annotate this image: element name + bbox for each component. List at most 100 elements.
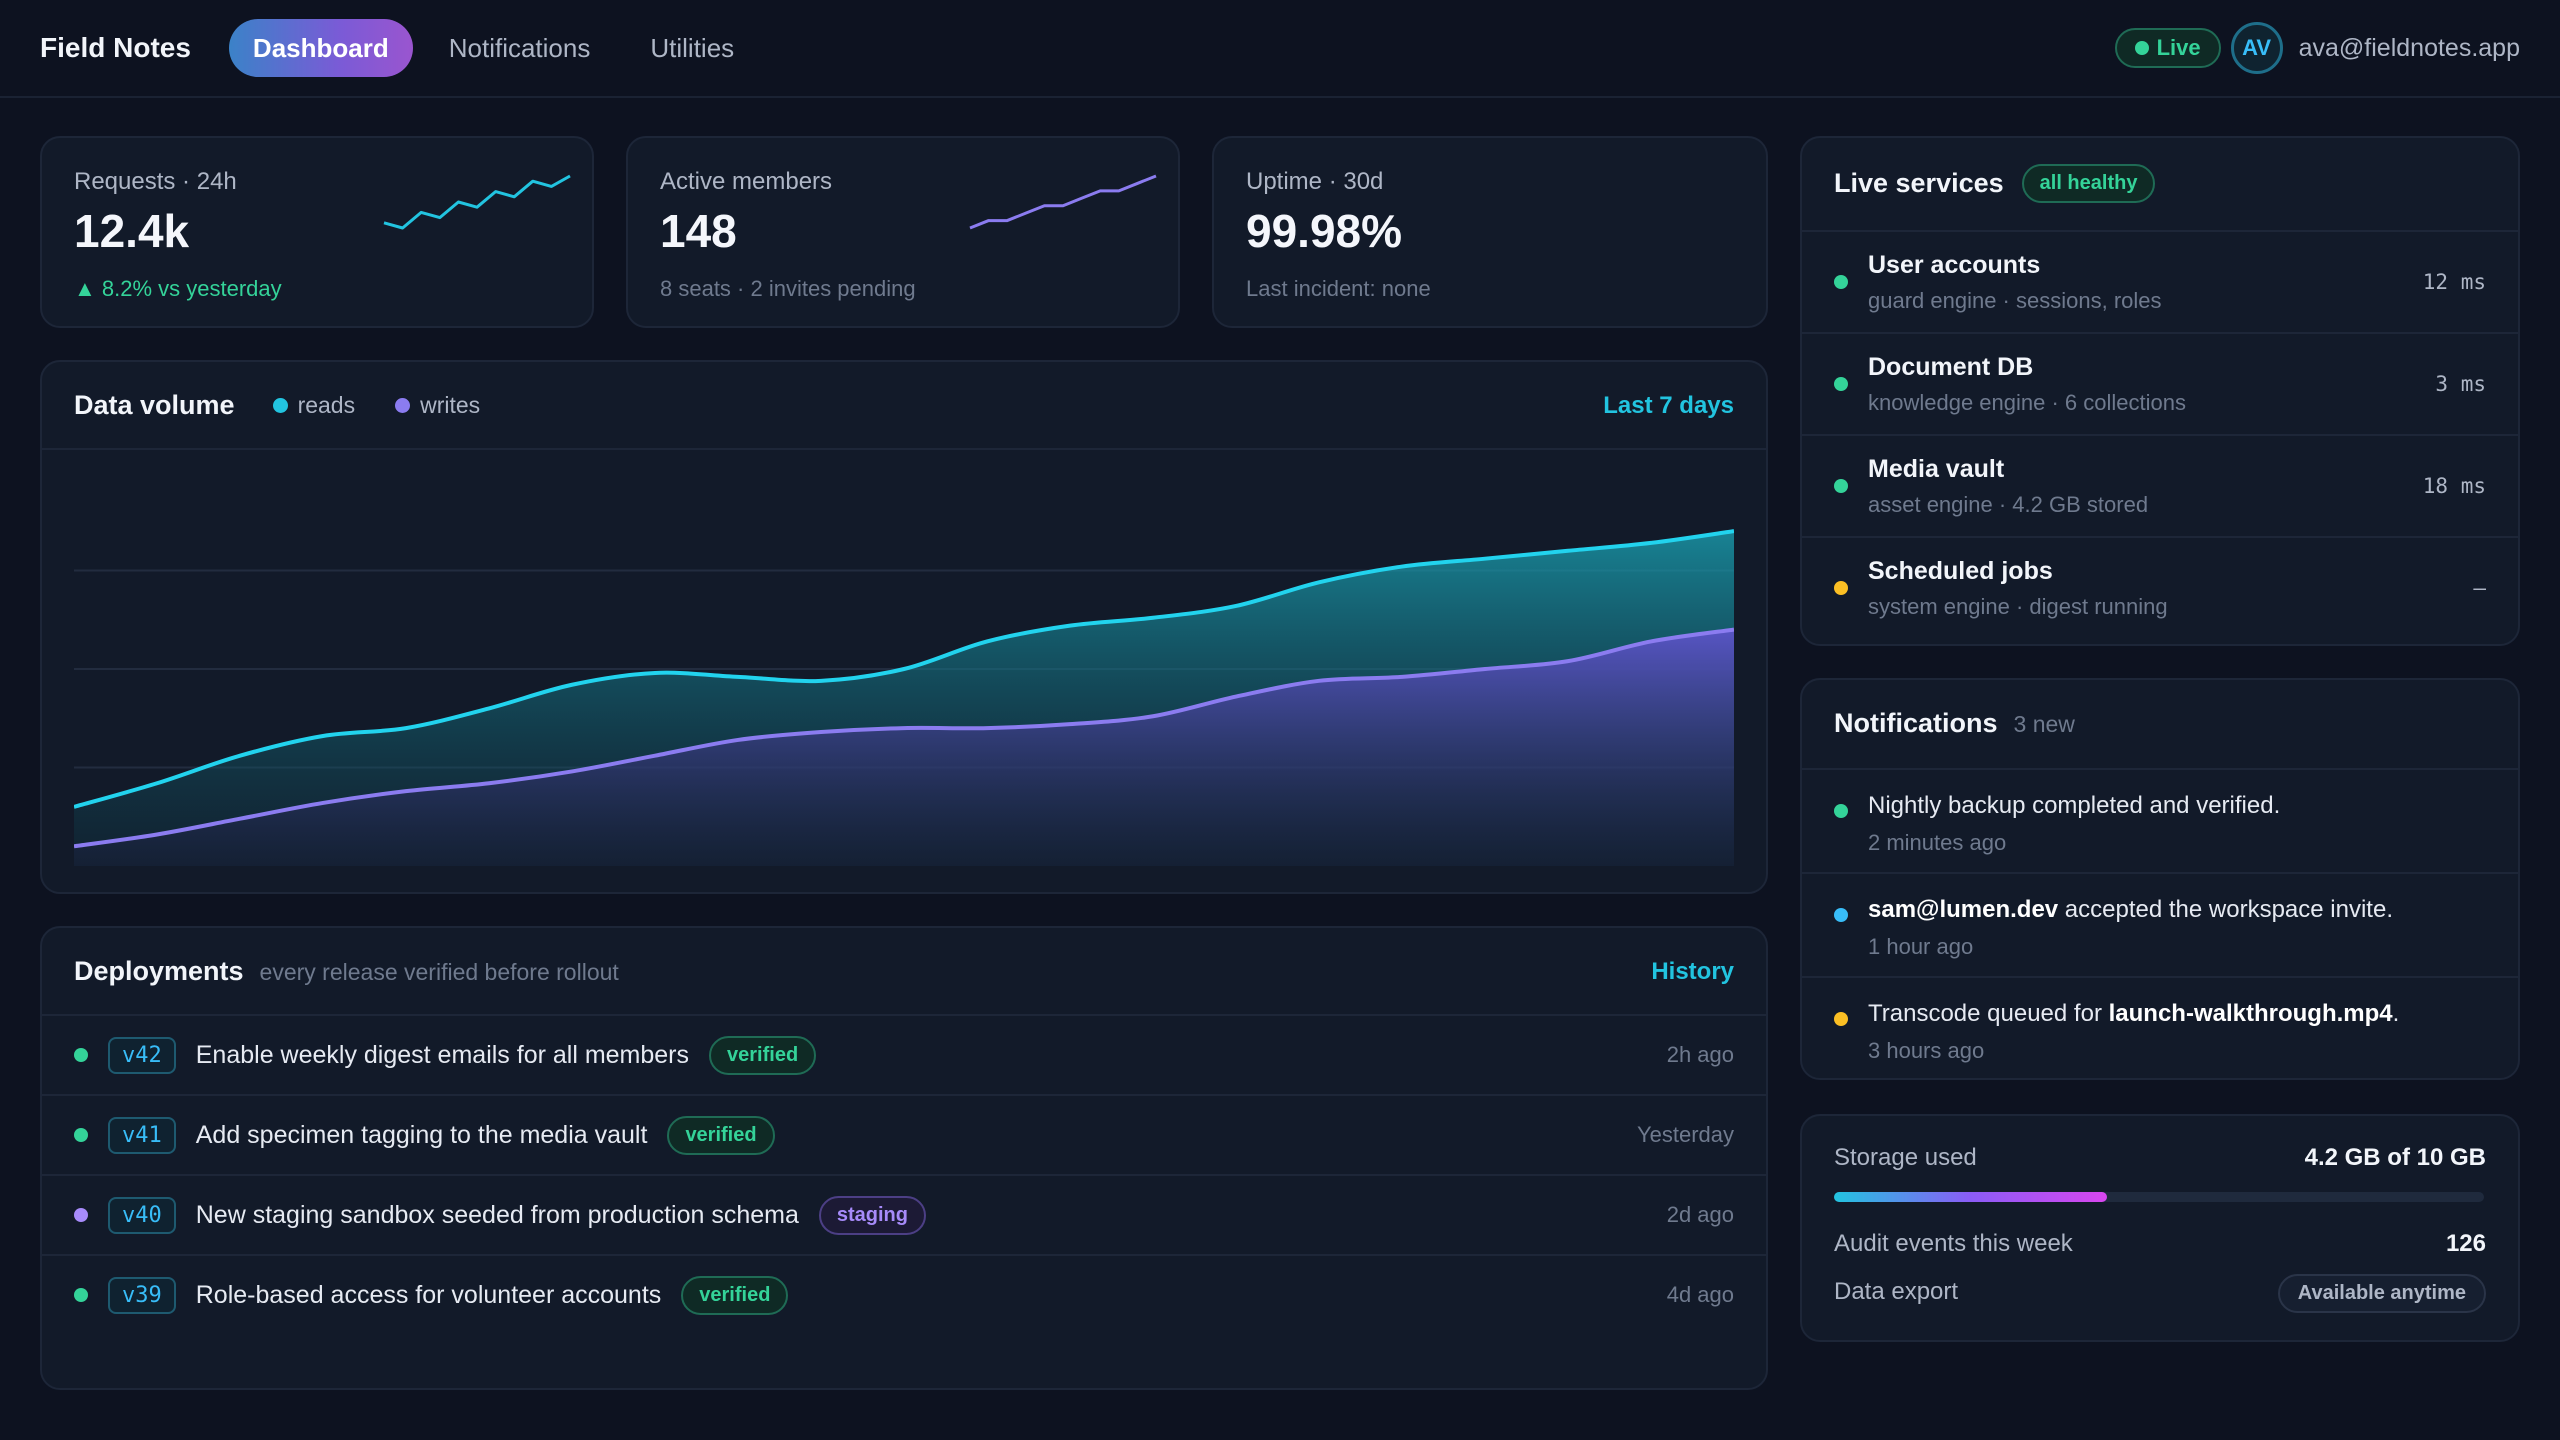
live-label: Live — [2156, 35, 2201, 60]
status-dot-icon — [74, 1288, 88, 1302]
notification-time: 3 hours ago — [1868, 1038, 1985, 1063]
deployment-row[interactable]: v39 Role-based access for volunteer acco… — [42, 1254, 1766, 1334]
legend-item-writes: writes — [395, 392, 480, 419]
card-title: Notifications — [1834, 708, 1998, 738]
status-dot-icon — [1834, 377, 1848, 391]
card-title: Deployments — [74, 956, 244, 986]
notification-time: 2 minutes ago — [1868, 830, 2007, 855]
service-name: Scheduled jobs — [1868, 556, 2053, 585]
stat-value: 99.98% — [1246, 205, 1403, 257]
deployment-title: Add specimen tagging to the media vault — [195, 1120, 648, 1149]
range-link[interactable]: Last 7 days — [1603, 392, 1734, 419]
stat-card-requests: Requests · 24h 12.4k ▲ 8.2% vs yesterday — [40, 136, 594, 328]
version-tag: v42 — [108, 1036, 176, 1074]
service-info: Document DB knowledge engine · 6 collect… — [1868, 353, 2186, 416]
service-latency: – — [2473, 576, 2486, 600]
deployment-row[interactable]: v41 Add specimen tagging to the media va… — [42, 1094, 1766, 1174]
stat-trend: ▲ 8.2% vs yesterday — [74, 276, 282, 301]
audit-label: Audit events this week — [1834, 1230, 2073, 1257]
live-services-card: Live services all healthy User accounts … — [1800, 136, 2520, 646]
deployment-row[interactable]: v42 Enable weekly digest emails for all … — [42, 1014, 1766, 1094]
card-subtitle: every release verified before rollout — [259, 959, 619, 985]
service-description: system engine · digest running — [1868, 593, 2168, 619]
deployment-row[interactable]: v40 New staging sandbox seeded from prod… — [42, 1174, 1766, 1254]
service-description: guard engine · sessions, roles — [1868, 287, 2162, 313]
status-dot-icon — [1834, 1012, 1848, 1026]
top-bar-right: Live AV ava@fieldnotes.app — [2114, 22, 2520, 74]
service-info: Media vault asset engine · 4.2 GB stored — [1868, 455, 2148, 518]
status-dot-icon — [74, 1208, 88, 1222]
stat-value: 12.4k — [74, 205, 190, 257]
stat-label: Requests · 24h — [74, 168, 237, 195]
data-volume-chart — [74, 529, 1734, 866]
service-description: asset engine · 4.2 GB stored — [1868, 491, 2149, 517]
history-link[interactable]: History — [1651, 958, 1734, 985]
stat-value: 148 — [660, 205, 737, 257]
legend-label: writes — [420, 392, 481, 418]
service-row[interactable]: Scheduled jobs system engine · digest ru… — [1802, 536, 2518, 638]
health-badge: all healthy — [2021, 164, 2156, 203]
service-description: knowledge engine · 6 collections — [1868, 389, 2186, 415]
divider — [42, 448, 1766, 450]
service-latency: 12 ms — [2422, 270, 2486, 294]
deployments-card: Deployments every release verified befor… — [40, 926, 1768, 1390]
service-row[interactable]: Media vault asset engine · 4.2 GB stored… — [1802, 434, 2518, 536]
legend-label: reads — [297, 392, 356, 418]
tab-utilities[interactable]: Utilities — [650, 33, 735, 63]
writes-dot-icon — [395, 398, 411, 413]
user-email[interactable]: ava@fieldnotes.app — [2298, 33, 2520, 62]
card-title: Live services — [1834, 168, 2004, 198]
notifications-card: Notifications 3 new Nightly backup compl… — [1800, 678, 2520, 1080]
services-header: Live services all healthy — [1834, 164, 2156, 203]
notification-text: Transcode queued for launch-walkthrough.… — [1868, 1000, 2400, 1027]
notification-text: Nightly backup completed and verified. — [1868, 792, 2281, 819]
deployments-header: Deployments every release verified befor… — [74, 956, 619, 987]
service-info: User accounts guard engine · sessions, r… — [1868, 251, 2162, 314]
notification-item[interactable]: Nightly backup completed and verified. 2… — [1802, 768, 2518, 872]
sparkline-path — [969, 174, 1157, 230]
service-latency: 18 ms — [2422, 474, 2486, 498]
service-info: Scheduled jobs system engine · digest ru… — [1868, 557, 2168, 620]
avatar[interactable]: AV — [2230, 22, 2283, 74]
status-dot-icon — [74, 1048, 88, 1062]
service-name: User accounts — [1868, 250, 2041, 279]
data-volume-card: Data volume reads writes Last 7 days — [40, 360, 1768, 894]
card-title: Data volume — [74, 390, 235, 420]
row-time: 2h ago — [1666, 1042, 1734, 1067]
export-status-badge[interactable]: Available anytime — [2277, 1274, 2486, 1313]
status-badge: staging — [818, 1195, 926, 1235]
service-row[interactable]: User accounts guard engine · sessions, r… — [1802, 230, 2518, 332]
notification-item[interactable]: Transcode queued for launch-walkthrough.… — [1802, 976, 2518, 1080]
status-badge: verified — [681, 1275, 789, 1315]
tab-dashboard[interactable]: Dashboard — [228, 19, 413, 77]
area-writes — [74, 629, 1734, 866]
audit-value: 126 — [2445, 1230, 2486, 1257]
version-tag: v40 — [108, 1196, 176, 1234]
notification-text: sam@lumen.dev accepted the workspace inv… — [1868, 896, 2393, 923]
service-row[interactable]: Document DB knowledge engine · 6 collect… — [1802, 332, 2518, 434]
notification-item[interactable]: sam@lumen.dev accepted the workspace inv… — [1802, 872, 2518, 976]
notification-count: 3 new — [2013, 711, 2075, 737]
live-status-badge: Live — [2114, 28, 2221, 68]
series-line-reads — [74, 529, 1734, 809]
row-time: 4d ago — [1666, 1282, 1734, 1307]
stat-subtext: 8 seats · 2 invites pending — [660, 276, 916, 301]
reads-dot-icon — [272, 398, 288, 413]
series-line-writes — [74, 627, 1734, 849]
stat-card-uptime: Uptime · 30d 99.98% Last incident: none — [1212, 136, 1768, 328]
brand-title: Field Notes — [40, 32, 191, 63]
tab-notifications[interactable]: Notifications — [448, 33, 591, 63]
notifications-header: Notifications 3 new — [1834, 708, 2075, 739]
deployment-title: Role-based access for volunteer accounts — [195, 1280, 662, 1309]
storage-progress-fill — [1834, 1192, 2107, 1202]
storage-card: Storage used 4.2 GB of 10 GB Audit event… — [1800, 1114, 2520, 1342]
storage-progress-bar — [1834, 1192, 2484, 1202]
status-dot-icon — [1834, 479, 1848, 493]
status-dot-icon — [1834, 908, 1848, 922]
notification-time: 1 hour ago — [1868, 934, 1974, 959]
status-dot-icon — [1834, 804, 1848, 818]
requests-sparkline — [383, 174, 571, 230]
status-dot-icon — [1834, 275, 1848, 289]
version-tag: v41 — [108, 1116, 176, 1154]
version-tag: v39 — [108, 1276, 176, 1314]
